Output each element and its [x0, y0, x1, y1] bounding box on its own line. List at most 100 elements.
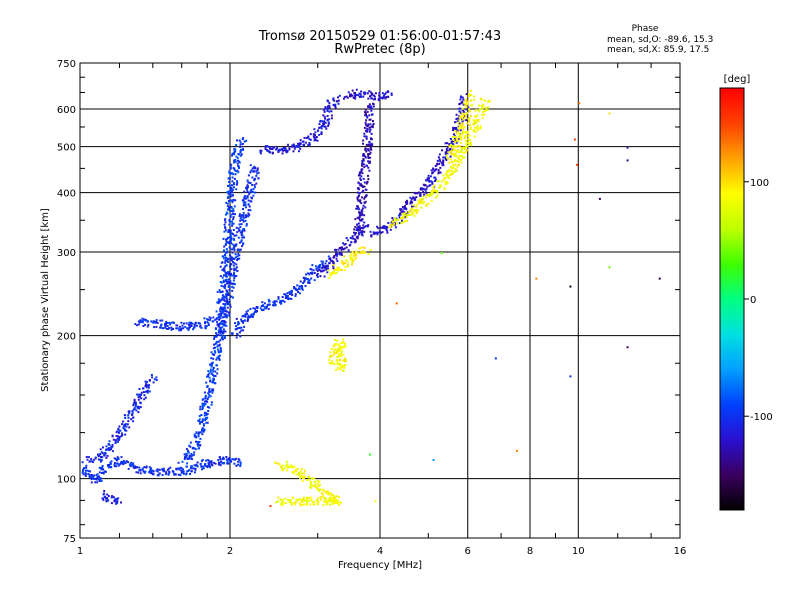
trace-point [226, 306, 229, 309]
trace-point [349, 95, 351, 98]
trace-point [349, 254, 352, 257]
trace-point [468, 139, 471, 142]
trace-point [360, 209, 363, 212]
trace-point [290, 502, 293, 505]
trace-point [422, 198, 425, 201]
trace-point [382, 96, 385, 99]
trace-point [362, 252, 365, 254]
trace-point [359, 184, 362, 187]
trace-point [324, 262, 327, 265]
trace-point [286, 296, 289, 299]
trace-point [102, 498, 105, 501]
colorbar-tick-label: 0 [750, 295, 756, 306]
trace-point [134, 323, 137, 326]
trace-point [459, 129, 462, 132]
trace-point [365, 113, 367, 116]
trace-point [185, 465, 188, 468]
trace-point [210, 403, 213, 406]
trace-point [201, 418, 204, 421]
trace-point [360, 90, 363, 93]
trace-point [433, 190, 436, 193]
trace-point [116, 456, 119, 459]
trace-point [240, 239, 243, 242]
trace-point [224, 310, 227, 313]
trace-point [223, 313, 226, 316]
trace-point [238, 241, 241, 244]
trace-point [94, 481, 97, 484]
trace-point [86, 458, 89, 461]
trace-point [430, 169, 433, 172]
trace-point [419, 188, 422, 191]
trace-point [378, 230, 381, 233]
trace-point [220, 261, 223, 264]
trace-point [101, 497, 104, 500]
trace-point [191, 322, 194, 325]
trace-point [123, 424, 126, 427]
trace-point [233, 283, 236, 286]
trace-point [199, 325, 202, 328]
trace-point [226, 272, 229, 275]
trace-point [381, 92, 384, 95]
trace-point [359, 200, 361, 203]
trace-point [184, 456, 186, 459]
trace-point [235, 275, 238, 277]
outlier-point [535, 277, 538, 280]
trace-point [284, 146, 287, 149]
trace-point [480, 125, 482, 128]
trace-point [339, 355, 342, 358]
trace-point [247, 185, 249, 188]
trace-point [356, 223, 358, 226]
y-tick-label: 300 [57, 248, 76, 259]
trace-point [316, 139, 319, 142]
trace-point [152, 470, 155, 473]
trace-point [346, 239, 349, 242]
trace-point [311, 271, 313, 274]
trace-point [96, 453, 99, 456]
trace-point [156, 470, 159, 473]
trace-point [415, 206, 418, 209]
trace-point [211, 464, 214, 467]
trace-point [323, 275, 326, 278]
trace-point [359, 214, 362, 216]
outlier-point [494, 357, 497, 360]
trace-point [364, 148, 367, 151]
trace-point [216, 301, 219, 304]
trace-point [146, 389, 149, 392]
trace-point [400, 208, 403, 211]
trace-point [401, 219, 403, 222]
trace-point [234, 148, 236, 151]
trace-point [342, 338, 345, 341]
trace-point [381, 97, 384, 100]
trace-point [341, 247, 344, 250]
trace-point [220, 350, 223, 352]
trace-point [98, 471, 101, 474]
trace-point [123, 427, 126, 430]
trace-point [326, 492, 329, 495]
trace-point [237, 321, 240, 323]
trace-point [242, 329, 245, 332]
trace-point [155, 379, 158, 381]
trace-point [332, 345, 335, 348]
trace-point [215, 317, 218, 320]
trace-point [428, 179, 430, 182]
trace-point [201, 408, 204, 411]
trace-point [422, 191, 425, 193]
trace-point [334, 105, 337, 108]
trace-point [120, 501, 122, 504]
trace-point [357, 225, 360, 228]
trace-point [301, 477, 304, 480]
trace-point [202, 423, 205, 426]
trace-point [210, 365, 213, 368]
trace-point [227, 284, 230, 287]
trace-point [230, 274, 233, 277]
trace-point [366, 110, 369, 113]
trace-point [216, 348, 219, 351]
trace-point [242, 211, 245, 214]
trace-point [462, 130, 465, 133]
trace-point [447, 170, 450, 173]
trace-point [312, 135, 315, 138]
trace-point [104, 470, 107, 473]
trace-point [317, 497, 319, 500]
trace-point [308, 497, 311, 500]
trace-point [291, 466, 294, 469]
